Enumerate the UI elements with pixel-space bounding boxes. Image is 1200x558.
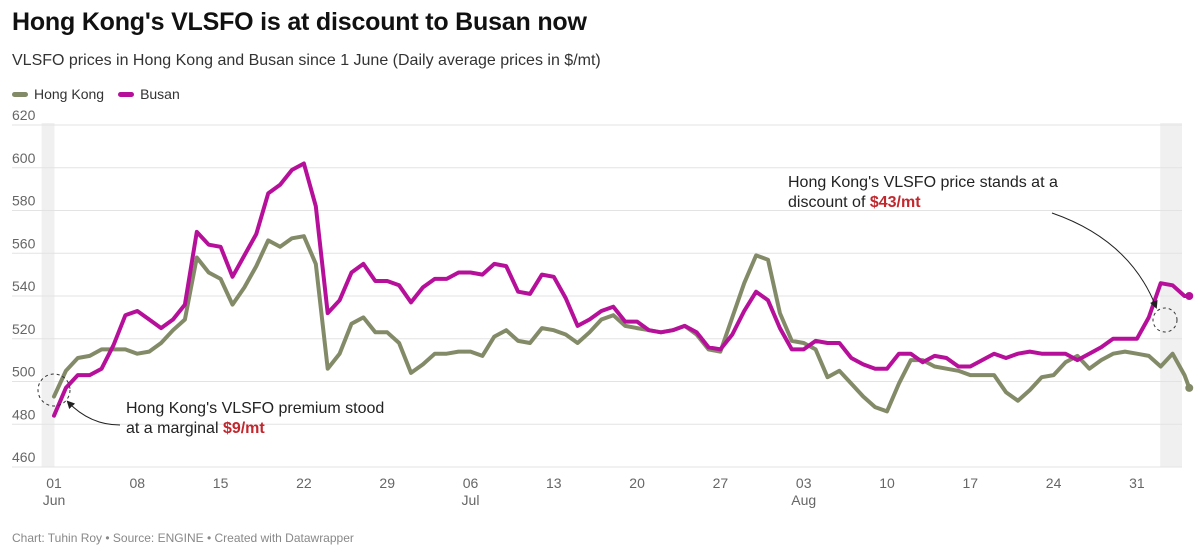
y-tick-label-620: 620 [12,107,36,123]
legend-item-hong-kong: Hong Kong [12,86,104,102]
legend-item-busan: Busan [118,86,180,102]
chart-subtitle: VLSFO prices in Hong Kong and Busan sinc… [12,52,601,69]
annotation-right-circle [1152,307,1178,333]
legend-swatch-hong-kong [12,91,28,97]
series-end-point-hong-kong [1185,383,1194,392]
annotations: Hong Kong's VLSFO premium stood at a mar… [37,174,1178,437]
y-gridlines [12,124,1182,468]
x-tick-label-2024-08-03: 03 [796,475,812,491]
y-tick-label-460: 460 [12,449,36,465]
x-tick-label-2024-08-31: 31 [1129,475,1145,491]
series-lines [52,161,1194,418]
y-tick-label-500: 500 [12,364,36,380]
y-tick-label-540: 540 [12,278,36,294]
annotation-right-prefix: discount of [788,194,870,211]
x-tick-label-2024-08-24: 24 [1046,475,1062,491]
annotation-right-line1: Hong Kong's VLSFO price stands at a [788,174,1058,191]
x-tick-month-2024-06-01: Jun [43,492,66,508]
chart-title: Hong Kong's VLSFO is at discount to Busa… [12,8,587,36]
x-tick-label-2024-07-20: 20 [629,475,645,491]
annotation-left-line1: Hong Kong's VLSFO premium stood [126,400,384,417]
x-tick-month-2024-08-03: Aug [791,492,816,508]
annotation-right-value: $43/mt [870,194,921,211]
x-tick-label-2024-07-13: 13 [546,475,562,491]
x-tick-label-2024-07-06: 06 [463,475,479,491]
annotation-left-value: $9/mt [223,420,265,437]
x-tick-label-2024-08-17: 17 [963,475,979,491]
y-axis-tick-labels: 460 480 500 520 540 560 580 600 620 [12,107,36,465]
y-tick-label-580: 580 [12,193,36,209]
series-line-busan [52,161,1192,418]
y-tick-label-600: 600 [12,150,36,166]
annotation-left-line2: at a marginal $9/mt [126,420,265,437]
x-tick-label-2024-06-15: 15 [213,475,229,491]
x-tick-label-2024-08-10: 10 [879,475,895,491]
x-tick-month-2024-07-06: Jul [462,492,480,508]
y-tick-label-520: 520 [12,321,36,337]
legend-label-hong-kong: Hong Kong [34,86,105,102]
x-tick-label-2024-07-27: 27 [713,475,729,491]
legend: Hong Kong Busan [12,86,180,102]
chart-footer-credit: Chart: Tuhin Roy • Source: ENGINE • Crea… [12,531,354,545]
highlight-band-1 [1160,123,1182,467]
annotation-right-line2: discount of $43/mt [788,194,921,211]
series-line-hong-kong [52,234,1192,414]
x-tick-label-2024-06-22: 22 [296,475,312,491]
annotation-left-prefix: at a marginal [126,420,223,437]
legend-label-busan: Busan [140,86,180,102]
annotation-left-arrow [66,400,121,426]
x-tick-label-2024-06-29: 29 [379,475,395,491]
annotation-right-arrow [1051,212,1158,309]
series-end-point-busan [1185,292,1194,300]
y-tick-label-560: 560 [12,235,36,251]
x-tick-label-2024-06-01: 01 [46,475,62,491]
annotation-left-circle [37,373,71,407]
y-tick-label-480: 480 [12,406,36,422]
legend-swatch-busan [118,91,135,97]
x-tick-label-2024-06-08: 08 [130,475,146,491]
